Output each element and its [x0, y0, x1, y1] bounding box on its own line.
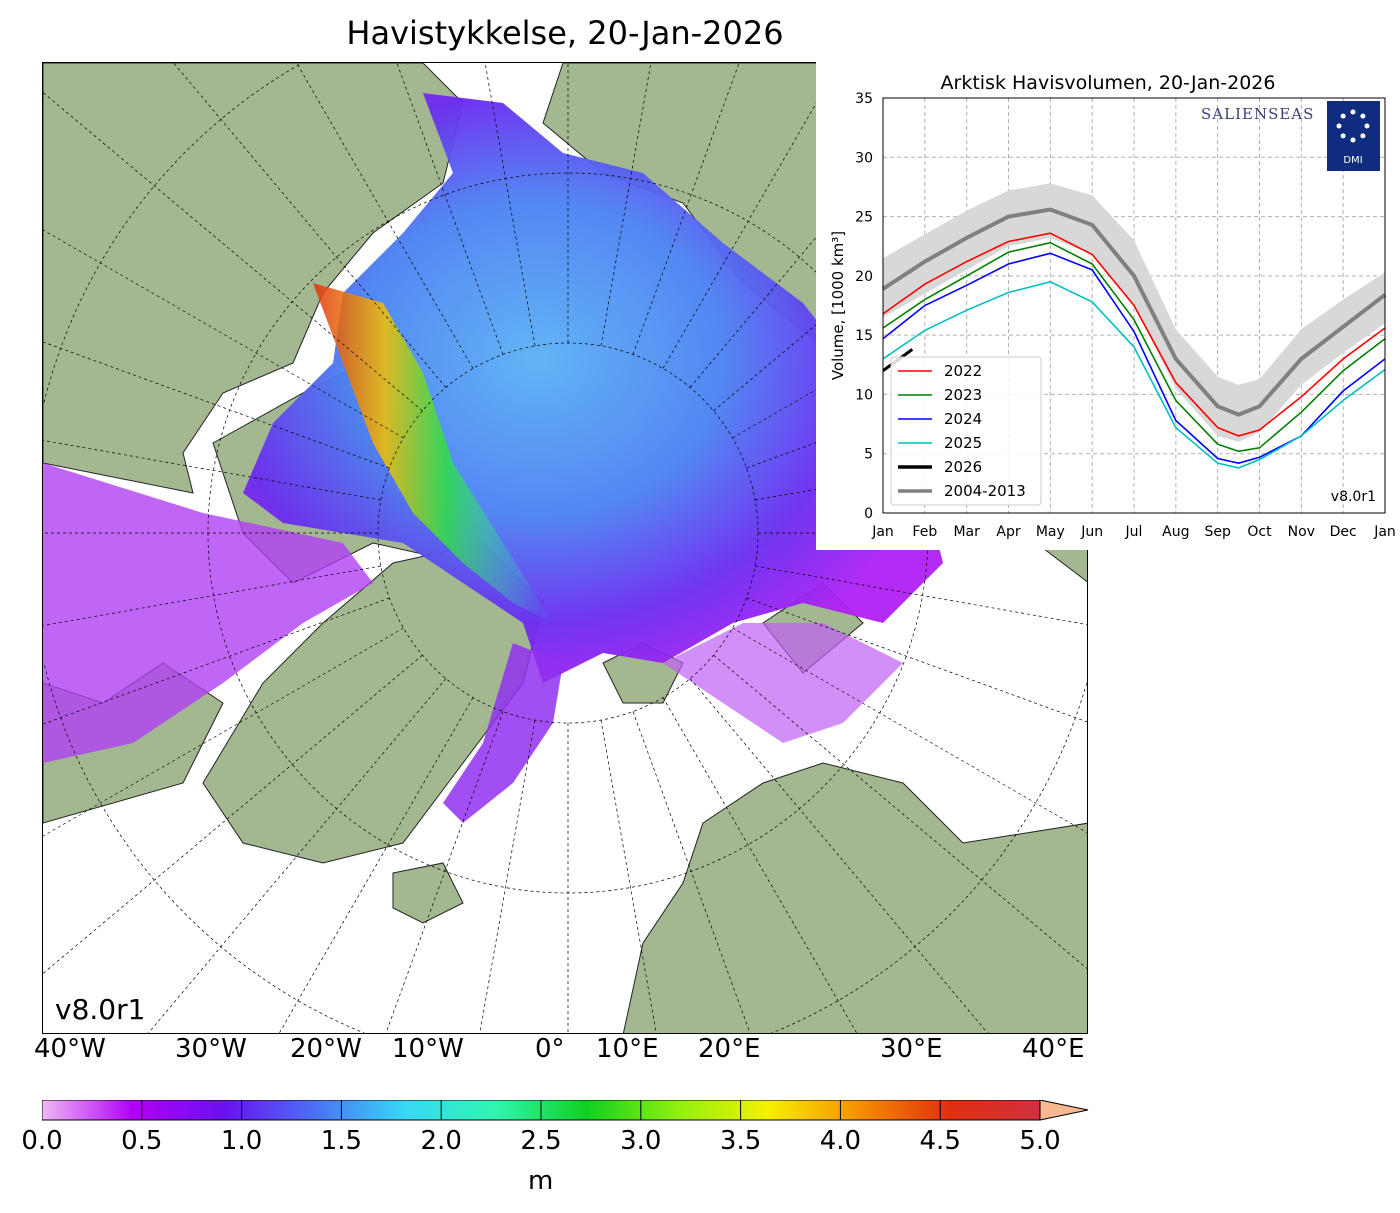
- colorbar-tick-label: 2.5: [520, 1126, 562, 1156]
- x-tick-label: Jul: [1125, 524, 1143, 540]
- dmi-logo-dot: [1350, 137, 1356, 143]
- x-tick-label: Oct: [1247, 524, 1272, 540]
- y-axis-label: Volume, [1000 km³]: [829, 231, 847, 380]
- land-iceland: [392, 862, 464, 924]
- legend-entry: 2004-2013: [944, 482, 1026, 500]
- longitude-label: 10°W: [392, 1034, 464, 1064]
- x-tick-label: Sep: [1204, 524, 1231, 540]
- sea-ice: [243, 93, 943, 683]
- longitude-label: 0°: [535, 1034, 565, 1064]
- colorbar-tick-label: 5.0: [1019, 1126, 1061, 1156]
- salienseas-logo: SALIENSEAS: [1201, 105, 1314, 123]
- colorbar-tick-label: 4.5: [919, 1126, 961, 1156]
- colorbar-tick-label: 2.0: [420, 1126, 462, 1156]
- meridian-line: [662, 63, 840, 369]
- thick-ice-band: [313, 283, 553, 623]
- longitude-label: 10°E: [596, 1034, 659, 1064]
- colorbar-tick-label: 4.0: [819, 1126, 862, 1156]
- land-siberia-canada-north: [43, 63, 464, 494]
- series-line-2025: [882, 280, 1386, 469]
- colorbar-tick-label: 3.5: [719, 1126, 762, 1156]
- longitude-label: 20°E: [698, 1034, 761, 1064]
- meridian-line: [746, 597, 1087, 723]
- longitude-label: 40°W: [34, 1034, 106, 1064]
- meridian-line: [662, 697, 858, 1033]
- x-tick-label: Apr: [996, 524, 1020, 540]
- meridian-line: [479, 720, 536, 1033]
- series-line-2022: [882, 232, 1386, 437]
- map-title: Havistykkelse, 20-Jan-2026: [346, 14, 784, 52]
- meridian-line: [396, 63, 504, 355]
- longitude-label: 30°E: [880, 1034, 943, 1064]
- x-tick-label: Mar: [953, 524, 980, 540]
- dmi-logo-dot: [1350, 109, 1356, 115]
- x-tick-label: May: [1036, 524, 1065, 540]
- legend-entry: 2025: [944, 434, 982, 452]
- colorbar: [41, 1099, 1092, 1128]
- meridian-line: [632, 63, 740, 355]
- dmi-logo-dot: [1360, 133, 1366, 139]
- legend-entry: 2023: [944, 386, 982, 404]
- thin-ice-east-greenland: [443, 643, 563, 823]
- legend-entry: 2026: [944, 458, 982, 476]
- meridian-line: [600, 720, 657, 1033]
- colorbar-tick-label: 1.0: [220, 1126, 263, 1156]
- plot-frame: [882, 97, 1386, 514]
- dmi-logo-dot: [1364, 123, 1370, 129]
- colorbar-tick-label: 3.0: [620, 1126, 662, 1156]
- x-tick-label: Feb: [912, 524, 937, 540]
- series-line-2004-2013: [881, 207, 1387, 417]
- y-tick-label: 15: [855, 328, 873, 344]
- x-tick-label: Jan: [1373, 524, 1396, 540]
- meridian-line: [278, 697, 474, 1033]
- volume-inset-chart: Arktisk Havisvolumen, 20-Jan-2026 0 5 10 15 2…: [816, 61, 1400, 550]
- y-tick-label: 10: [855, 387, 873, 403]
- y-tick-label: 30: [855, 150, 873, 166]
- legend-entry: 2024: [944, 410, 982, 428]
- dmi-logo-text: DMI: [1343, 155, 1362, 166]
- meridian-line: [173, 63, 447, 388]
- dmi-logo-dot: [1340, 133, 1346, 139]
- meridian-line: [43, 92, 423, 412]
- dmi-logo-dot: [1336, 123, 1342, 129]
- colorbar-extend-arrow: [1039, 1099, 1089, 1121]
- map-version-label: v8.0r1: [55, 993, 146, 1026]
- x-tick-label: Jun: [1080, 524, 1103, 540]
- longitude-label: 30°W: [175, 1034, 247, 1064]
- colorbar-unit: m: [528, 1166, 554, 1196]
- x-tick-label: Dec: [1330, 524, 1357, 540]
- meridian-line: [43, 654, 423, 974]
- meridian-line: [732, 627, 1087, 834]
- y-tick-label: 0: [864, 506, 873, 522]
- thin-ice-baffin: [43, 463, 373, 763]
- thin-ice-barents: [663, 623, 903, 743]
- legend-entry: 2022: [944, 362, 982, 380]
- x-tick-label: Nov: [1288, 524, 1315, 540]
- colorbar-tick-label: 1.5: [320, 1126, 363, 1156]
- y-tick-label: 25: [855, 210, 873, 226]
- map-canvas: [43, 63, 1087, 1033]
- dmi-logo-dot: [1360, 113, 1366, 119]
- meridian-line: [296, 63, 474, 369]
- x-tick-label: Jan: [871, 524, 894, 540]
- dmi-logo-dot: [1340, 113, 1346, 119]
- colorbar-tick-label: 0.0: [21, 1126, 63, 1156]
- chart-title: Arktisk Havisvolumen, 20-Jan-2026: [941, 72, 1276, 94]
- legend: 2022 2023 2024 2025 2026 2004-2013: [890, 356, 1042, 506]
- series-line-2023: [882, 241, 1386, 453]
- y-tick-label: 35: [855, 91, 873, 107]
- longitude-label: 20°W: [290, 1034, 362, 1064]
- meridian-line: [713, 654, 1087, 969]
- chart-version-label: v8.0r1: [1331, 489, 1376, 505]
- y-tick-label: 5: [864, 447, 873, 463]
- y-tick-label: 20: [855, 269, 873, 285]
- meridian-line: [755, 565, 1087, 625]
- latitude-circle-outer: [43, 63, 1087, 1033]
- meridian-line: [43, 597, 390, 725]
- colorbar-tick-label: 0.5: [121, 1126, 163, 1156]
- land-scandinavia: [622, 762, 1087, 1033]
- longitude-label: 40°E: [1022, 1034, 1085, 1064]
- x-tick-label: Aug: [1162, 524, 1189, 540]
- meridian-line: [43, 341, 390, 469]
